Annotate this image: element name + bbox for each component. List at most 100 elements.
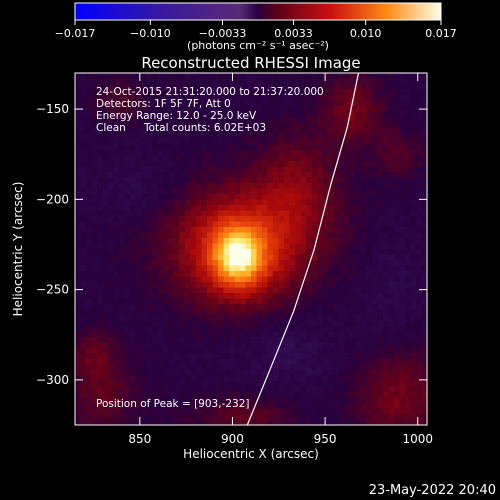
axis-ticks: 850 900 950 1000−150−200−250−300 xyxy=(36,73,433,446)
heatmap-cell xyxy=(394,386,400,393)
heatmap-cell xyxy=(388,370,395,376)
heatmap-cell xyxy=(399,260,406,266)
heatmap-cell xyxy=(135,304,142,310)
heatmap-cell xyxy=(256,95,263,101)
heatmap-cell xyxy=(196,84,202,90)
heatmap-cell xyxy=(405,386,411,393)
heatmap-cell xyxy=(350,166,356,173)
heatmap-cell xyxy=(278,232,285,239)
heatmap-cell xyxy=(185,183,191,189)
heatmap-cell xyxy=(207,375,213,382)
heatmap-cell xyxy=(245,210,252,217)
heatmap-cell xyxy=(394,348,400,354)
heatmap-cell xyxy=(383,320,389,327)
heatmap-cell xyxy=(322,298,329,305)
heatmap-cell xyxy=(163,188,169,195)
heatmap-cell xyxy=(322,348,329,354)
heatmap-cell xyxy=(223,238,230,244)
heatmap-cell xyxy=(108,133,114,140)
heatmap-cell xyxy=(163,177,169,184)
heatmap-cell xyxy=(328,364,334,371)
heatmap-cell xyxy=(168,78,175,85)
heatmap-cell xyxy=(421,78,427,85)
heatmap-cell xyxy=(366,375,373,382)
heatmap-cell xyxy=(91,315,98,321)
heatmap-cell xyxy=(300,177,307,184)
heatmap-cell xyxy=(185,172,191,178)
heatmap-cell xyxy=(141,216,147,222)
heatmap-cell xyxy=(278,298,285,305)
heatmap-cell xyxy=(383,188,389,195)
heatmap-cell xyxy=(405,177,411,184)
heatmap-cell xyxy=(278,408,285,415)
heatmap-cell xyxy=(108,122,114,129)
heatmap-cell xyxy=(207,221,213,228)
heatmap-cell xyxy=(91,111,98,118)
heatmap-cell xyxy=(240,364,246,371)
heatmap-cell xyxy=(157,254,164,261)
heatmap-cell xyxy=(97,265,103,272)
heatmap-cell xyxy=(289,315,296,321)
heatmap-cell xyxy=(273,326,279,332)
heatmap-cell xyxy=(185,348,191,354)
heatmap-cell xyxy=(223,348,230,354)
heatmap-cell xyxy=(201,271,208,277)
heatmap-cell xyxy=(146,320,153,327)
heatmap-cell xyxy=(328,386,334,393)
heatmap-cell xyxy=(388,381,395,387)
heatmap-cell xyxy=(262,254,268,261)
heatmap-cell xyxy=(141,397,147,404)
heatmap-cell xyxy=(223,414,230,420)
heatmap-cell xyxy=(284,122,290,129)
heatmap-cell xyxy=(383,232,389,239)
heatmap-cell xyxy=(256,122,263,129)
heatmap-cell xyxy=(75,128,81,134)
heatmap-cell xyxy=(212,315,219,321)
heatmap-cell xyxy=(190,414,197,420)
heatmap-cell xyxy=(366,183,373,189)
heatmap-cell xyxy=(284,199,290,206)
heatmap-cell xyxy=(113,183,120,189)
heatmap-cell xyxy=(168,150,175,156)
heatmap-cell xyxy=(355,84,362,90)
heatmap-cell xyxy=(300,315,307,321)
heatmap-cell xyxy=(377,370,384,376)
heatmap-cell xyxy=(383,133,389,140)
heatmap-cell xyxy=(372,144,378,151)
heatmap-cell xyxy=(179,249,186,255)
heatmap-cell xyxy=(190,78,197,85)
heatmap-cell xyxy=(405,419,411,425)
heatmap-cell xyxy=(75,353,81,360)
heatmap-cell xyxy=(135,78,142,85)
heatmap-cell xyxy=(86,210,92,217)
heatmap-cell xyxy=(97,337,103,343)
heatmap-cell xyxy=(295,293,301,299)
heatmap-cell xyxy=(201,89,208,96)
heatmap-cell xyxy=(91,359,98,365)
heatmap-cell xyxy=(421,320,427,327)
heatmap-cell xyxy=(339,298,345,305)
heatmap-cell xyxy=(328,166,334,173)
heatmap-cell xyxy=(240,210,246,217)
heatmap-cell xyxy=(124,403,131,409)
heatmap-cell xyxy=(410,89,417,96)
heatmap-cell xyxy=(278,194,285,200)
heatmap-cell xyxy=(190,227,197,233)
heatmap-cell xyxy=(372,342,378,349)
heatmap-cell xyxy=(245,128,252,134)
heatmap-cell xyxy=(383,403,389,409)
x-axis-label: Heliocentric X (arcsec) xyxy=(183,447,319,461)
heatmap-cell xyxy=(344,315,351,321)
heatmap-cell xyxy=(179,194,186,200)
heatmap-cell xyxy=(218,210,224,217)
heatmap-cell xyxy=(152,199,158,206)
heatmap-cell xyxy=(256,199,263,206)
heatmap-cell xyxy=(421,243,427,250)
heatmap-cell xyxy=(80,282,87,288)
heatmap-cell xyxy=(333,238,340,244)
heatmap-cell xyxy=(377,309,384,316)
heatmap-cell xyxy=(361,353,367,360)
heatmap-cell xyxy=(196,375,202,382)
heatmap-cell xyxy=(262,144,268,151)
heatmap-cell xyxy=(124,95,131,101)
